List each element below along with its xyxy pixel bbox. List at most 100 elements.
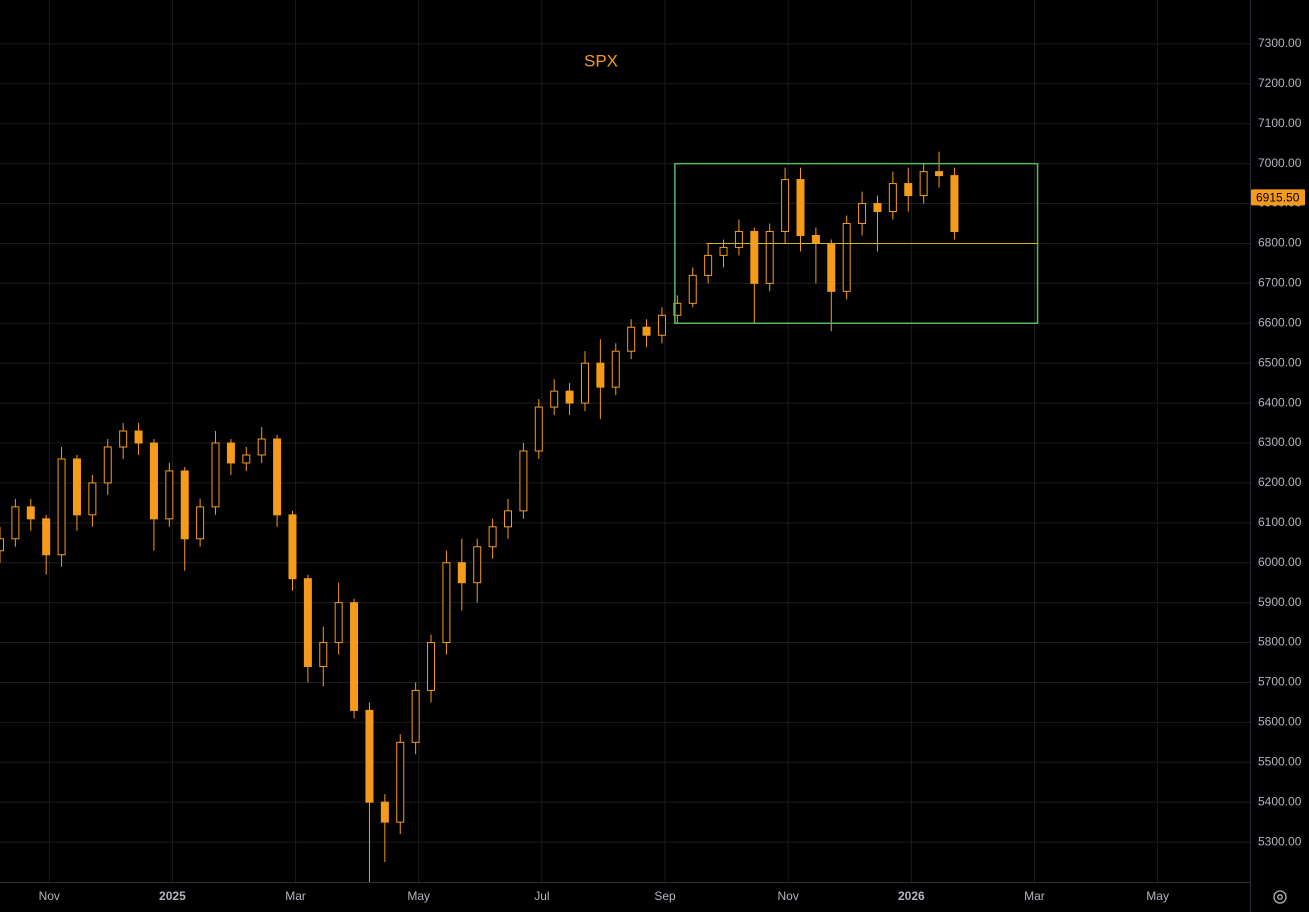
candle-body (257, 438, 266, 456)
y-tick-label: 7300.00 (1258, 36, 1302, 50)
x-tick-label: Jul (534, 889, 549, 903)
candle-body (580, 362, 589, 404)
candle-body (88, 482, 97, 516)
candle-body (811, 234, 820, 244)
y-tick-label: 5400.00 (1258, 794, 1302, 808)
candle-body (796, 179, 805, 236)
y-tick-label: 6000.00 (1258, 555, 1302, 569)
candle-body (611, 350, 620, 388)
candle-body (904, 183, 913, 197)
y-tick-label: 7000.00 (1258, 156, 1302, 170)
y-tick-label: 6400.00 (1258, 395, 1302, 409)
candle-body (442, 562, 451, 644)
candle-body (211, 442, 220, 508)
candle-body (427, 642, 436, 691)
plot-area (0, 151, 1039, 882)
candle-body (242, 454, 251, 464)
candle-body (858, 203, 867, 224)
candle-body (950, 175, 959, 232)
x-tick-label: 2025 (159, 889, 186, 903)
candle-body (303, 578, 312, 667)
candle-body (42, 518, 51, 556)
candle-body (165, 470, 174, 520)
candle-body (734, 230, 743, 248)
candle-body (519, 450, 528, 512)
y-tick-label: 5700.00 (1258, 675, 1302, 689)
x-tick-label: Mar (285, 889, 306, 903)
x-tick-label: May (1146, 889, 1169, 903)
y-tick-label: 6200.00 (1258, 475, 1302, 489)
candle-body (704, 254, 713, 276)
candle-body (827, 242, 836, 292)
y-tick-label: 6600.00 (1258, 315, 1302, 329)
candle-body (719, 246, 728, 256)
x-tick-label: Mar (1024, 889, 1045, 903)
last-price-label: 6915.50 (1256, 191, 1300, 205)
candle-body (103, 446, 112, 484)
y-tick-label: 6800.00 (1258, 236, 1302, 250)
y-tick-label: 5300.00 (1258, 834, 1302, 848)
candle-body (888, 183, 897, 213)
candle-body (11, 506, 20, 540)
candle-body (226, 442, 235, 464)
x-tick-label: 2026 (898, 889, 925, 903)
candle-body (657, 314, 666, 336)
candle-body (873, 203, 882, 213)
x-tick-label: May (407, 889, 430, 903)
candle-body (565, 390, 574, 404)
y-tick-label: 5800.00 (1258, 635, 1302, 649)
candle-body (319, 642, 328, 667)
candle-body (596, 362, 605, 388)
candle-body (842, 222, 851, 292)
candle-body (673, 302, 682, 316)
candle-body (288, 514, 297, 580)
y-tick-label: 6300.00 (1258, 435, 1302, 449)
candle-body (488, 526, 497, 548)
candle-body (411, 689, 420, 743)
candle-body (750, 230, 759, 284)
candle-body (196, 506, 205, 540)
candle-body (473, 546, 482, 584)
candle-body (149, 442, 158, 520)
grid (0, 0, 1250, 882)
candle-body (935, 171, 944, 177)
y-tick-label: 5500.00 (1258, 754, 1302, 768)
y-tick-label: 7200.00 (1258, 76, 1302, 90)
candle-body (273, 438, 282, 516)
candle-body (396, 741, 405, 823)
candle-body (334, 602, 343, 644)
x-tick-label: Sep (654, 889, 676, 903)
candle-body (350, 602, 359, 711)
candle-body (180, 470, 189, 540)
x-tick-label: Nov (39, 889, 60, 903)
candle-body (457, 562, 466, 584)
candle-body (504, 510, 513, 528)
candle-body (26, 506, 35, 520)
y-tick-label: 5900.00 (1258, 595, 1302, 609)
candle-body (72, 458, 81, 516)
candle-body (919, 171, 928, 197)
candle-body (365, 709, 374, 803)
candle-body (0, 538, 4, 552)
chart-title: SPX (584, 51, 618, 70)
candle-body (134, 430, 143, 444)
last-price-box (1251, 189, 1305, 206)
candle-body (627, 326, 636, 352)
candle-body (534, 406, 543, 452)
y-tick-label: 6500.00 (1258, 355, 1302, 369)
candle-body (550, 390, 559, 408)
candle-body (57, 458, 66, 556)
candle-body (781, 179, 790, 232)
settings-icon[interactable] (1273, 890, 1287, 904)
candle-body (765, 230, 774, 284)
candle-body (380, 801, 389, 823)
candle-body (119, 430, 128, 448)
candle-body (642, 326, 651, 336)
x-tick-label: Nov (778, 889, 799, 903)
y-tick-label: 6700.00 (1258, 276, 1302, 290)
y-tick-label: 5600.00 (1258, 715, 1302, 729)
candle-body (688, 274, 697, 304)
